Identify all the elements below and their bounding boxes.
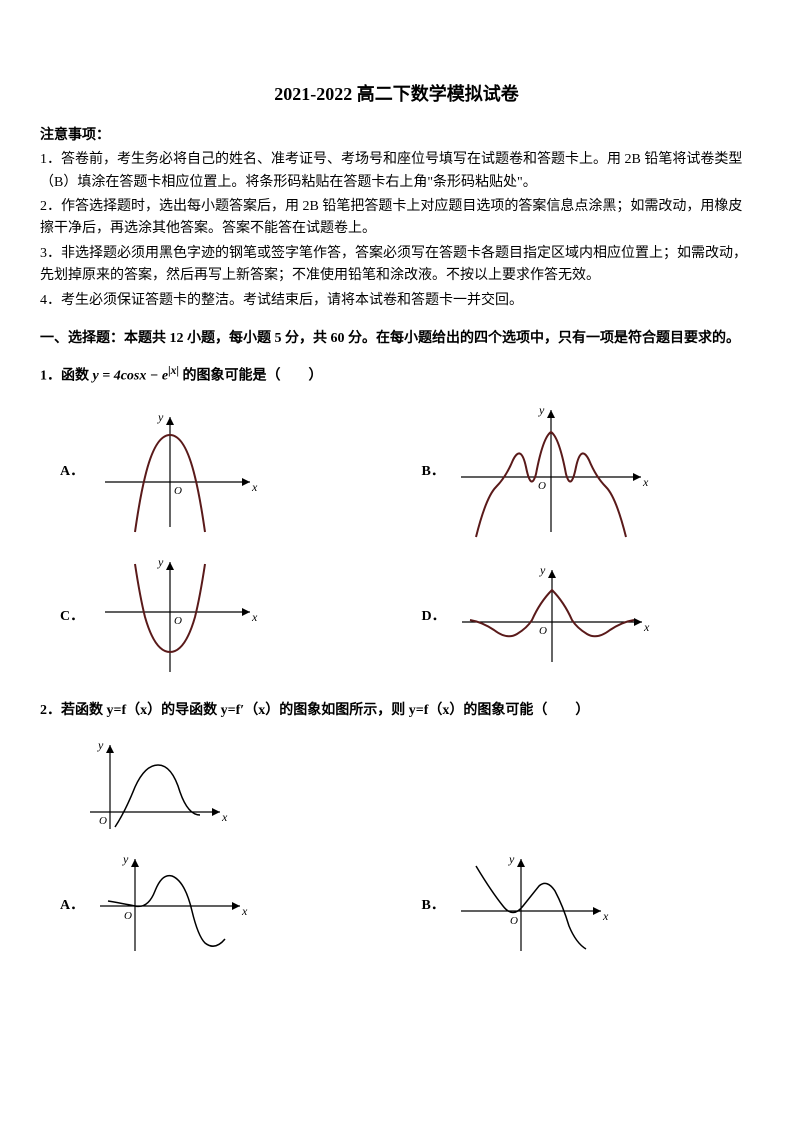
axis-y-label: y bbox=[538, 403, 545, 417]
axis-x-label: x bbox=[642, 475, 649, 489]
axis-x-label: x bbox=[221, 810, 228, 824]
q2-options: A． x y O B． x y O bbox=[60, 851, 753, 961]
page-title: 2021-2022 高二下数学模拟试卷 bbox=[40, 80, 753, 109]
instruction-1: 1．答卷前，考生务必将自己的姓名、准考证号、考场号和座位号填写在试题卷和答题卡上… bbox=[40, 149, 753, 194]
q2-given-graph: x y O bbox=[80, 737, 753, 837]
q2-option-b: B． x y O bbox=[422, 851, 754, 961]
instruction-4: 4．考生必须保证答题卡的整洁。考试结束后，请将本试卷和答题卡一并交回。 bbox=[40, 290, 753, 312]
instruction-2: 2．作答选择题时，选出每小题答案后，用 2B 铅笔把答题卡上对应题目选项的答案信… bbox=[40, 196, 753, 241]
q1-option-b-label: B． bbox=[422, 461, 445, 483]
q1-formula-exp: |x| bbox=[168, 364, 179, 377]
axis-x-label: x bbox=[251, 610, 258, 624]
q1-option-d: D． x y O bbox=[422, 552, 754, 682]
origin-label: O bbox=[124, 910, 132, 922]
instruction-3: 3．非选择题必须用黑色字迹的钢笔或签字笔作答，答案必须写在答题卡各题目指定区域内… bbox=[40, 243, 753, 288]
origin-label: O bbox=[174, 615, 182, 627]
axis-y-label: y bbox=[122, 852, 129, 866]
axis-y-label: y bbox=[539, 563, 546, 577]
q1-prefix: 1．函数 bbox=[40, 369, 93, 384]
q1-suffix: 的图象可能是（ ） bbox=[179, 369, 323, 384]
q1-graph-b: x y O bbox=[451, 402, 651, 542]
q1-graph-d: x y O bbox=[452, 562, 652, 672]
axis-x-label: x bbox=[241, 904, 248, 918]
instructions-heading: 注意事项： bbox=[40, 125, 753, 147]
q1-option-d-label: D． bbox=[422, 606, 446, 628]
q1-option-a: A． x y O bbox=[60, 402, 392, 542]
q2-graph-b: x y O bbox=[451, 851, 611, 961]
origin-label: O bbox=[538, 480, 546, 492]
q1-option-c-label: C． bbox=[60, 606, 84, 628]
q1-formula-eq: = 4cos bbox=[99, 369, 140, 384]
q1-option-a-label: A． bbox=[60, 461, 84, 483]
axis-x-label: x bbox=[251, 480, 258, 494]
origin-label: O bbox=[174, 485, 182, 497]
q1-options: A． x y O B． x y O bbox=[60, 402, 753, 682]
axis-y-label: y bbox=[97, 738, 104, 752]
axis-x-label: x bbox=[602, 909, 609, 923]
axis-y-label: y bbox=[157, 410, 164, 424]
section-header: 一、选择题：本题共 12 小题，每小题 5 分，共 60 分。在每小题给出的四个… bbox=[40, 328, 753, 350]
q2-graph-a: x y O bbox=[90, 851, 250, 961]
axis-y-label: y bbox=[157, 555, 164, 569]
origin-label: O bbox=[510, 915, 518, 927]
q1-graph-c: x y O bbox=[90, 552, 260, 682]
axis-x-label: x bbox=[643, 620, 650, 634]
question-2: 2．若函数 y=f（x）的导函数 y=f′（x）的图象如图所示，则 y=f（x）… bbox=[40, 700, 753, 722]
q1-option-b: B． x y O bbox=[422, 402, 754, 542]
q1-graph-a: x y O bbox=[90, 407, 260, 537]
q2-option-a-label: A． bbox=[60, 895, 84, 917]
axis-y-label: y bbox=[508, 852, 515, 866]
origin-label: O bbox=[99, 815, 107, 827]
q2-option-a: A． x y O bbox=[60, 851, 392, 961]
question-1: 1．函数 y = 4cosx − e|x| 的图象可能是（ ） bbox=[40, 362, 753, 388]
q1-option-c: C． x y O bbox=[60, 552, 392, 682]
q1-formula-minus: − e bbox=[146, 369, 168, 384]
origin-label: O bbox=[539, 625, 547, 637]
q2-option-b-label: B． bbox=[422, 895, 445, 917]
